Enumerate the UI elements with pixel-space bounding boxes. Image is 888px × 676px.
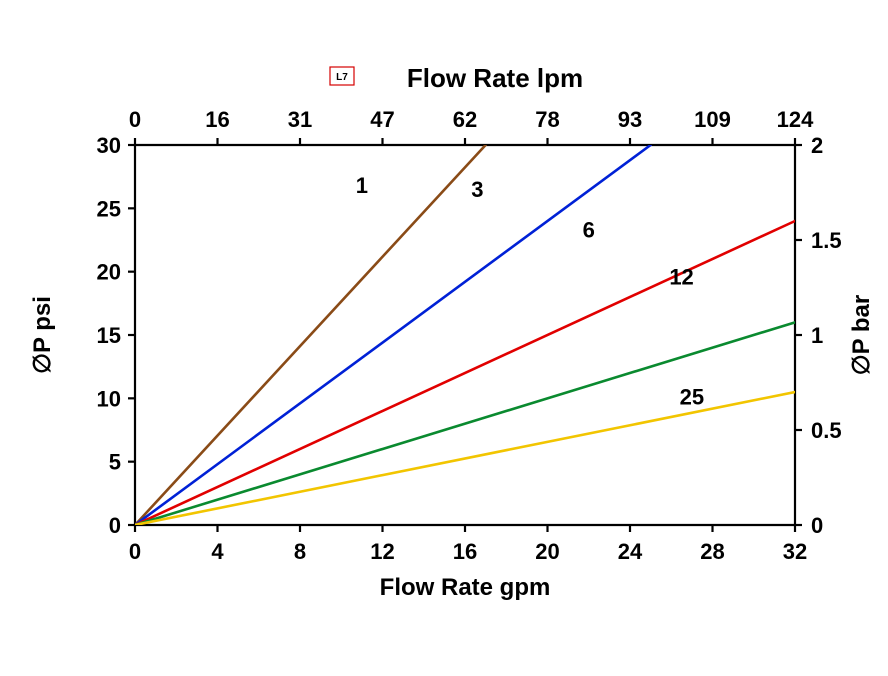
y-left-tick-label: 25 — [97, 196, 121, 221]
y-left-tick-label: 30 — [97, 133, 121, 158]
series-label-25: 25 — [680, 385, 704, 410]
x-bottom-tick-label: 24 — [618, 539, 643, 564]
y-left-tick-label: 0 — [109, 513, 121, 538]
y-right-title: ∅P bar — [848, 295, 875, 376]
y-left-tick-label: 10 — [97, 386, 121, 411]
x-bottom-tick-label: 20 — [535, 539, 559, 564]
pressure-vs-flow-chart: 048121620242832Flow Rate gpm016314762789… — [0, 0, 888, 676]
series-label-6: 6 — [583, 217, 595, 242]
x-top-tick-label: 124 — [777, 107, 814, 132]
x-top-tick-label: 78 — [535, 107, 559, 132]
x-top-tick-label: 16 — [205, 107, 229, 132]
x-bottom-tick-label: 4 — [211, 539, 224, 564]
series-label-12: 12 — [669, 264, 693, 289]
y-right-tick-label: 1.5 — [811, 228, 842, 253]
x-top-tick-label: 62 — [453, 107, 477, 132]
x-bottom-tick-label: 0 — [129, 539, 141, 564]
y-left-title: ∅P psi — [29, 296, 56, 374]
series-label-1: 1 — [356, 173, 368, 198]
x-top-tick-label: 31 — [288, 107, 312, 132]
y-right-tick-label: 0.5 — [811, 418, 842, 443]
y-left-tick-label: 15 — [97, 323, 121, 348]
x-top-tick-label: 47 — [370, 107, 394, 132]
x-top-tick-label: 109 — [694, 107, 731, 132]
x-top-tick-label: 0 — [129, 107, 141, 132]
l7-label: L7 — [336, 72, 348, 83]
x-bottom-tick-label: 12 — [370, 539, 394, 564]
y-right-tick-label: 2 — [811, 133, 823, 158]
y-left-tick-label: 20 — [97, 260, 121, 285]
series-label-3: 3 — [471, 177, 483, 202]
x-bottom-title: Flow Rate gpm — [380, 574, 551, 601]
x-bottom-tick-label: 16 — [453, 539, 477, 564]
x-bottom-tick-label: 8 — [294, 539, 306, 564]
y-right-tick-label: 1 — [811, 323, 823, 348]
x-bottom-tick-label: 28 — [700, 539, 724, 564]
y-left-tick-label: 5 — [109, 450, 121, 475]
x-top-title: Flow Rate lpm — [407, 63, 583, 93]
x-top-tick-label: 93 — [618, 107, 642, 132]
y-right-tick-label: 0 — [811, 513, 823, 538]
x-bottom-tick-label: 32 — [783, 539, 807, 564]
